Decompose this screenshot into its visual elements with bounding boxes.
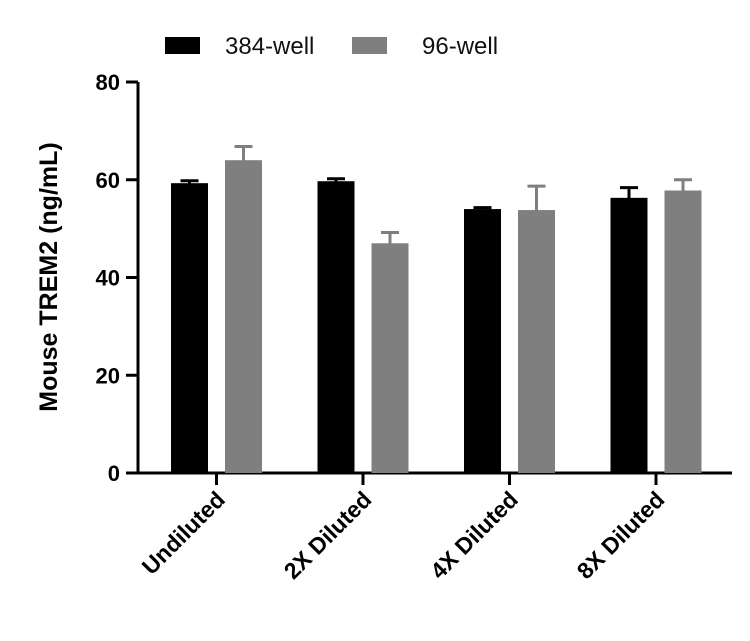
bar-96-well-4X Diluted xyxy=(518,210,555,474)
y-tick-label: 20 xyxy=(96,363,120,388)
y-tick-label: 0 xyxy=(108,461,120,486)
x-tick-label: 2X Diluted xyxy=(279,486,377,584)
legend-swatch-96-well xyxy=(352,37,387,54)
bars xyxy=(171,145,702,474)
x-axis-ticks: Undiluted 2X Diluted 4X Diluted 8X Diluted xyxy=(137,473,670,584)
bar-96-well-8X Diluted xyxy=(664,190,702,473)
x-tick-label: 4X Diluted xyxy=(425,486,523,584)
bar-384-well-2X Diluted xyxy=(317,181,355,473)
bar-96-well-Undiluted xyxy=(225,160,262,473)
bar-384-well-4X Diluted xyxy=(464,209,501,473)
y-axis-title: Mouse TREM2 (ng/mL) xyxy=(35,142,63,411)
bar-384-well-8X Diluted xyxy=(610,197,648,474)
x-tick-label: 8X Diluted xyxy=(572,486,670,584)
bar-96-well-2X Diluted xyxy=(371,243,409,473)
y-axis-ticks: 0 20 40 60 80 xyxy=(96,70,138,486)
y-tick-label: 60 xyxy=(96,168,120,193)
legend-label-96-well: 96-well xyxy=(422,33,498,60)
legend-label-384-well: 384-well xyxy=(225,33,314,60)
bar-384-well-Undiluted xyxy=(171,183,208,473)
x-tick-label: Undiluted xyxy=(137,486,230,579)
y-tick-label: 40 xyxy=(96,266,120,291)
legend-swatch-384-well xyxy=(165,37,200,54)
y-tick-label: 80 xyxy=(96,70,120,95)
legend: 384-well 96-well xyxy=(165,33,498,60)
